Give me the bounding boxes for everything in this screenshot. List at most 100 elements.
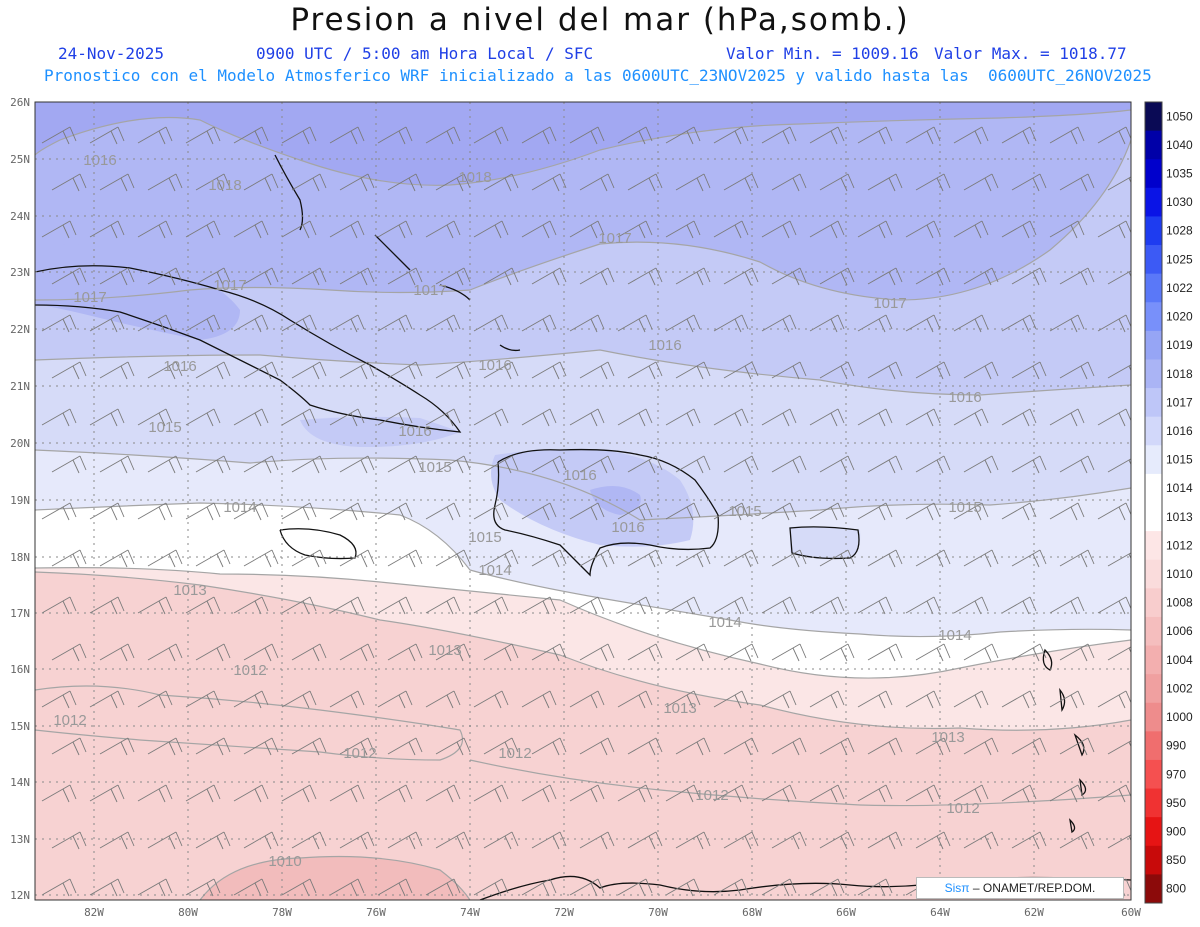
colorbar-label: 1040 bbox=[1166, 138, 1193, 152]
wind-barb bbox=[185, 784, 221, 803]
wind-barb bbox=[329, 126, 365, 145]
wind-barb bbox=[281, 220, 317, 239]
wind-barb bbox=[1059, 267, 1095, 286]
wind-barb bbox=[137, 126, 173, 145]
wind-barb bbox=[569, 878, 605, 897]
colorbar-swatch bbox=[1145, 330, 1162, 360]
wind-barb bbox=[195, 643, 231, 662]
wind-barb bbox=[809, 126, 845, 145]
pressure-bands bbox=[35, 102, 1131, 900]
isobar-label: 1017 bbox=[873, 295, 906, 312]
wind-barb bbox=[771, 361, 807, 380]
wind-barb bbox=[521, 220, 557, 239]
lat-label: 26N bbox=[10, 96, 30, 109]
wind-barb bbox=[425, 502, 461, 521]
wind-barb bbox=[1049, 220, 1085, 239]
wind-barb bbox=[89, 408, 125, 427]
wind-barb bbox=[377, 596, 413, 615]
wind-barb bbox=[915, 173, 951, 192]
colorbar-swatch bbox=[1145, 445, 1162, 475]
colorbar-label: 1010 bbox=[1166, 567, 1193, 581]
colorbar-label: 1000 bbox=[1166, 710, 1193, 724]
wind-barb bbox=[377, 126, 413, 145]
wind-barb bbox=[713, 408, 749, 427]
wind-barb bbox=[963, 737, 999, 756]
wind-barb bbox=[435, 549, 471, 568]
colorbar-swatch bbox=[1145, 416, 1162, 446]
wind-barb bbox=[1107, 646, 1131, 661]
lat-label: 20N bbox=[10, 437, 30, 450]
wind-barb bbox=[291, 267, 327, 286]
max-value-label: Valor Max. = 1018.77 bbox=[934, 44, 1127, 63]
lon-label: 80W bbox=[178, 906, 198, 919]
colorbar-swatch bbox=[1145, 359, 1162, 389]
wind-barb bbox=[723, 549, 759, 568]
wind-barb bbox=[809, 596, 845, 615]
wind-barb bbox=[1107, 176, 1131, 191]
wind-barb bbox=[819, 267, 855, 286]
wind-barb bbox=[195, 831, 231, 850]
colorbar-swatch bbox=[1145, 874, 1162, 904]
wind-barb bbox=[377, 408, 413, 427]
wind-barb bbox=[857, 878, 893, 897]
wind-barb bbox=[51, 643, 87, 662]
wind-barb bbox=[713, 126, 749, 145]
wind-barb bbox=[905, 690, 941, 709]
wind-barb bbox=[339, 643, 375, 662]
wind-barb bbox=[771, 549, 807, 568]
colorbar-label: 1025 bbox=[1166, 252, 1193, 266]
wind-barb bbox=[1097, 408, 1131, 427]
isobar-label: 1015 bbox=[418, 459, 451, 476]
isobar-label: 1012 bbox=[946, 800, 979, 817]
wind-barb bbox=[281, 690, 317, 709]
wind-barb bbox=[1107, 364, 1131, 379]
wind-barb bbox=[675, 173, 711, 192]
wind-barb bbox=[675, 643, 711, 662]
wind-barb bbox=[521, 878, 557, 897]
isobar-label: 1012 bbox=[53, 712, 86, 729]
wind-barb bbox=[387, 831, 423, 850]
wind-barb bbox=[147, 831, 183, 850]
lon-label: 70W bbox=[648, 906, 668, 919]
isobar-lines bbox=[35, 109, 1131, 900]
wind-barb bbox=[377, 690, 413, 709]
wind-barb bbox=[51, 267, 87, 286]
wind-barb bbox=[377, 314, 413, 333]
colorbar-swatch bbox=[1145, 302, 1162, 332]
wind-barb bbox=[1049, 408, 1085, 427]
colorbar-label: 1015 bbox=[1166, 453, 1193, 467]
wind-barb bbox=[905, 502, 941, 521]
colorbar-label: 950 bbox=[1166, 796, 1186, 810]
wind-barb bbox=[617, 502, 653, 521]
wind-barb bbox=[185, 878, 221, 897]
wind-barb bbox=[387, 737, 423, 756]
colorbar-label: 1008 bbox=[1166, 596, 1193, 610]
wind-barb bbox=[761, 502, 797, 521]
wind-barb bbox=[1059, 643, 1095, 662]
wind-barb bbox=[329, 878, 365, 897]
wind-barb bbox=[425, 408, 461, 427]
wind-barb bbox=[953, 690, 989, 709]
wind-barb bbox=[195, 173, 231, 192]
wind-barb bbox=[329, 784, 365, 803]
wind-barb bbox=[435, 737, 471, 756]
wind-barb bbox=[1059, 361, 1095, 380]
credit-brand: Sisπ bbox=[944, 881, 970, 895]
wind-barb bbox=[473, 502, 509, 521]
lon-label: 76W bbox=[366, 906, 386, 919]
wind-barb bbox=[521, 502, 557, 521]
wind-barb bbox=[51, 361, 87, 380]
wind-barb bbox=[867, 737, 903, 756]
wind-barb bbox=[435, 267, 471, 286]
wind-barb bbox=[51, 455, 87, 474]
wind-barb bbox=[675, 267, 711, 286]
wind-barb bbox=[377, 784, 413, 803]
isobar-label: 1017 bbox=[213, 277, 246, 294]
time-info-label: 0900 UTC / 5:00 am Hora Local / SFC bbox=[256, 44, 594, 63]
wind-barb bbox=[569, 314, 605, 333]
wind-barb bbox=[761, 784, 797, 803]
wind-barb bbox=[243, 737, 279, 756]
wind-barb bbox=[147, 737, 183, 756]
wind-barb bbox=[857, 784, 893, 803]
colorbar-label: 1022 bbox=[1166, 281, 1193, 295]
